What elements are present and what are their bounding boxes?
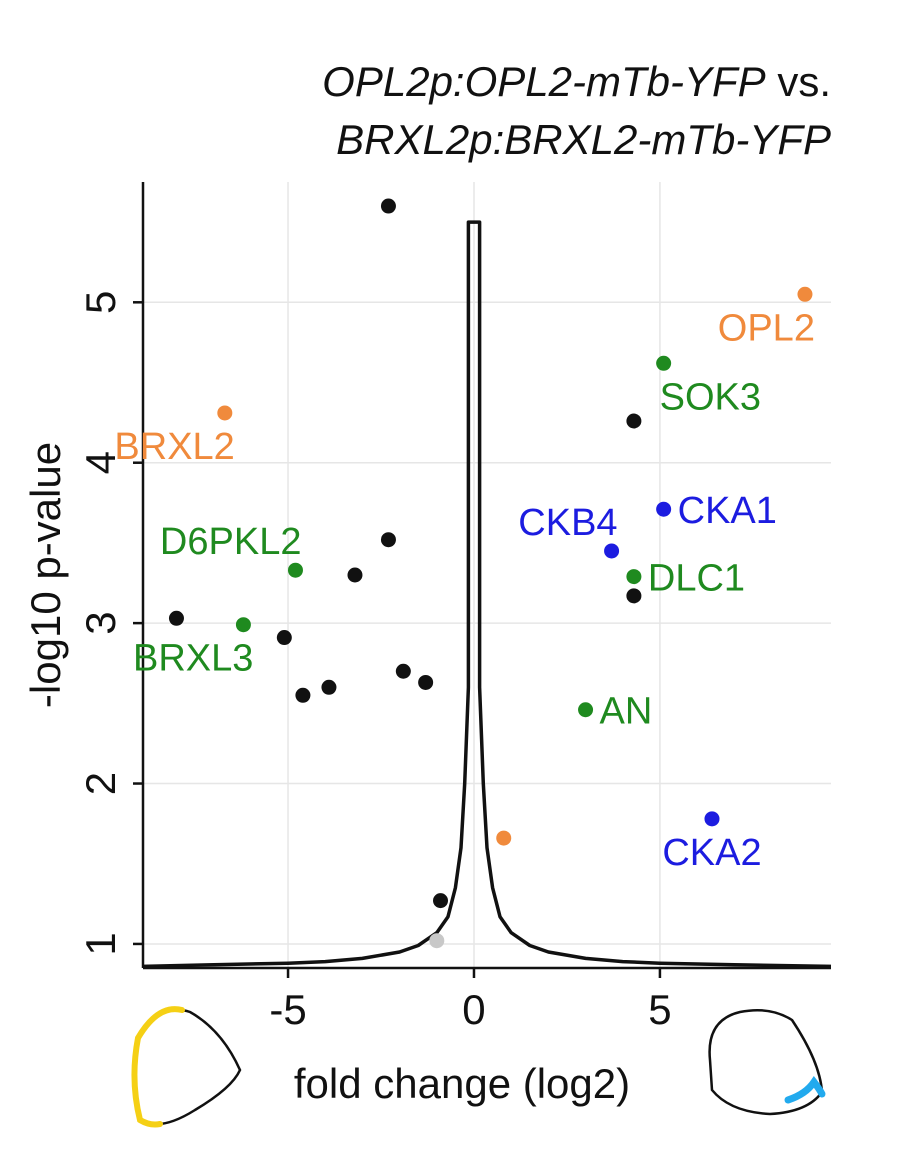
- x-tick-label: -5: [269, 986, 306, 1033]
- data-point-d6pkl2: [287, 562, 303, 578]
- data-point: [626, 413, 642, 429]
- data-point: [321, 679, 337, 695]
- data-point-cka2: [704, 811, 720, 827]
- title-italic-1: OPL2p:OPL2-mTb-YFP: [322, 58, 766, 105]
- data-point-brxl2: [217, 405, 233, 421]
- point-label-cka2: CKA2: [662, 832, 761, 874]
- point-label-brxl2: BRXL2: [114, 426, 234, 468]
- chart-title-line2: BRXL2p:BRXL2-mTb-YFP: [336, 116, 831, 164]
- data-point-brxl3: [235, 617, 251, 633]
- null-distribution-curve: [142, 220, 832, 969]
- data-point: [496, 830, 512, 846]
- right-cell-shape-icon: [708, 1009, 826, 1116]
- title-italic-2: BRXL2p:BRXL2-mTb-YFP: [336, 116, 831, 163]
- point-label-brxl3: BRXL3: [133, 638, 253, 680]
- point-label-cka1: CKA1: [678, 490, 777, 532]
- point-label-d6pkl2: D6PKL2: [160, 521, 302, 563]
- data-point: [418, 674, 434, 690]
- data-point-sok3: [656, 355, 672, 371]
- point-label-an: AN: [600, 691, 653, 733]
- point-label-sok3: SOK3: [660, 376, 761, 418]
- y-tick-label: 1: [77, 932, 124, 955]
- data-point-dlc1: [626, 569, 642, 585]
- right-cell-polar-crescent: [784, 1075, 826, 1104]
- data-point: [295, 687, 311, 703]
- data-point-opl2: [797, 286, 813, 302]
- y-tick-label: 2: [77, 772, 124, 795]
- left-cell-shape-icon: [131, 1006, 242, 1128]
- right-cell-outline: [708, 1009, 824, 1116]
- point-label-ckb4: CKB4: [518, 502, 617, 544]
- point-label-opl2: OPL2: [718, 307, 815, 349]
- x-axis-label: fold change (log2): [294, 1060, 630, 1107]
- data-point-an: [578, 702, 594, 718]
- y-tick-label: 3: [77, 611, 124, 634]
- point-label-dlc1: DLC1: [648, 558, 745, 600]
- data-point: [429, 933, 445, 949]
- y-tick-label: 4: [77, 451, 124, 474]
- x-tick-label: 0: [462, 986, 485, 1033]
- data-point: [347, 567, 363, 583]
- y-axis-label: -log10 p-value: [22, 442, 69, 708]
- data-point: [626, 588, 642, 604]
- x-tick-label: 5: [648, 986, 671, 1033]
- data-point: [433, 893, 449, 909]
- data-point: [380, 198, 396, 214]
- left-cell-polar-crescent: [131, 1006, 185, 1128]
- data-point: [395, 663, 411, 679]
- data-point: [168, 610, 184, 626]
- data-point: [380, 532, 396, 548]
- data-point: [276, 630, 292, 646]
- chart-title-line1: OPL2p:OPL2-mTb-YFP vs.: [322, 58, 831, 106]
- data-point-cka1: [656, 501, 672, 517]
- left-cell-outline: [133, 1008, 242, 1126]
- title-plain-1: vs.: [765, 58, 831, 105]
- data-point-ckb4: [604, 543, 620, 559]
- y-tick-label: 5: [77, 291, 124, 314]
